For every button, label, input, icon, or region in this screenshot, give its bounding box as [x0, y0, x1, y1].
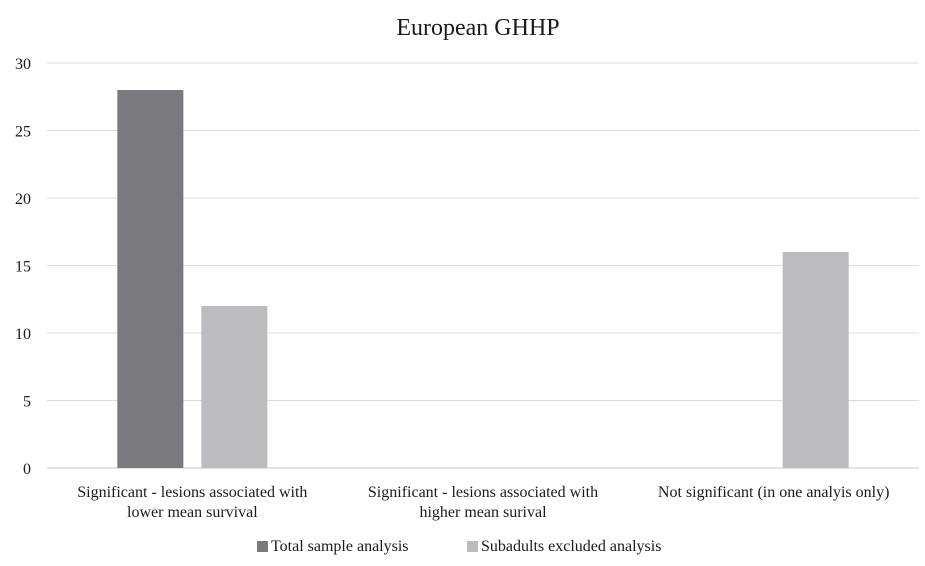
y-tick-label: 0	[23, 461, 31, 478]
bar-0-0	[117, 90, 184, 468]
bars	[117, 90, 849, 468]
chart-title: European GHHP	[396, 15, 559, 41]
gridlines	[47, 62, 919, 469]
y-tick-label: 20	[15, 191, 31, 208]
legend-swatch	[467, 541, 478, 552]
y-tick-label: 25	[15, 124, 31, 141]
legend-label: Subadults excluded analysis	[481, 538, 661, 555]
legend-label: Total sample analysis	[271, 538, 409, 555]
y-tick-label: 10	[15, 326, 31, 343]
x-axis: Significant - lesions associated with low…	[77, 484, 889, 521]
legend-swatch	[257, 541, 268, 552]
bar-2-1	[782, 252, 849, 468]
legend: Total sample analysis Subadults excluded …	[257, 538, 661, 555]
y-tick-label: 30	[15, 56, 31, 73]
x-category-label: Significant - lesions associated with low…	[77, 484, 307, 521]
bar-0-1	[201, 306, 268, 468]
y-axis: 0 5 10 15 20 25 30	[15, 56, 31, 478]
y-tick-label: 15	[15, 259, 31, 276]
x-category-label: Not significant (in one analyis only)	[658, 484, 890, 501]
y-tick-label: 5	[23, 394, 31, 411]
x-category-label: Significant - lesions associated with hig…	[368, 484, 598, 521]
